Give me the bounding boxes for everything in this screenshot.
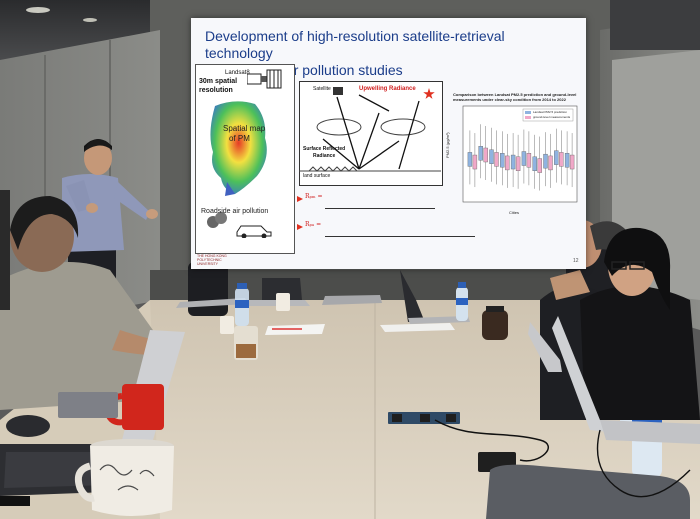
box-mark bbox=[532, 156, 537, 171]
radiance-diagram-drawing bbox=[299, 87, 441, 172]
box-mark bbox=[483, 147, 488, 163]
box-mark bbox=[521, 151, 527, 166]
formula-2: Rₚₐ = bbox=[305, 221, 322, 228]
box-mark bbox=[494, 152, 499, 167]
paper-cup bbox=[276, 293, 290, 311]
slide-title: Development of high-resolution satellite… bbox=[205, 28, 575, 79]
formula-1: Rₚₘ = bbox=[305, 193, 323, 200]
slide-title-line-1: Development of high-resolution satellite… bbox=[205, 28, 505, 61]
box-mark bbox=[554, 150, 559, 165]
res-label-1: 30m spatial bbox=[199, 78, 238, 85]
map-label-2: of PM bbox=[229, 134, 250, 143]
laptop bbox=[322, 295, 382, 305]
water-bottle bbox=[235, 283, 249, 326]
chart-title-2: measurements under clear-sky condition f… bbox=[453, 97, 566, 102]
box-mark bbox=[537, 158, 542, 173]
boxplot-chart bbox=[462, 105, 578, 203]
legend-1: Landsat PM2.5 prediction bbox=[533, 110, 568, 114]
box-mark bbox=[510, 154, 516, 170]
tea-pot bbox=[482, 306, 508, 340]
water-bottle bbox=[456, 282, 468, 321]
projected-slide: Development of high-resolution satellite… bbox=[191, 18, 586, 269]
satellite-label: Satellite bbox=[313, 86, 331, 92]
page-number: 12 bbox=[573, 258, 579, 264]
legend-2: ground-level measurements bbox=[533, 115, 571, 119]
chart-title-1: Comparison between Landsat PM2.5 predict… bbox=[453, 92, 577, 97]
chair bbox=[188, 262, 228, 316]
smoke-icon bbox=[207, 212, 227, 228]
res-label-2: resolution bbox=[199, 87, 233, 94]
laptop bbox=[176, 298, 248, 308]
audience-member bbox=[0, 196, 175, 410]
car-icon bbox=[236, 225, 272, 238]
sun-icon bbox=[423, 88, 435, 99]
map-label-1: Spatial map bbox=[223, 124, 266, 133]
box-mark bbox=[467, 152, 473, 167]
glass-cup bbox=[234, 326, 258, 360]
box-mark bbox=[543, 153, 548, 169]
sat-label: Landsat8 bbox=[225, 70, 250, 76]
land-label: land surface bbox=[303, 173, 331, 179]
surface-label-2: Radiance bbox=[313, 153, 336, 159]
pm-map bbox=[210, 101, 267, 196]
university-logo: THE HONG KONG POLYTECHNIC UNIVERSITY bbox=[197, 254, 227, 266]
box-mark bbox=[515, 156, 521, 171]
ceiling-light bbox=[26, 7, 50, 13]
laptop bbox=[528, 322, 562, 372]
box-mark bbox=[526, 153, 532, 168]
chart-ylabel: PM2.5 (μg/m³) bbox=[445, 132, 450, 158]
box-mark bbox=[500, 153, 505, 168]
surface-label-1: Surface Reflected bbox=[303, 146, 346, 152]
coffee-mug bbox=[74, 439, 174, 516]
formula-arrow-1 bbox=[297, 196, 303, 202]
box-mark bbox=[548, 155, 553, 171]
satellite-icon bbox=[247, 69, 282, 89]
box-mark bbox=[559, 152, 564, 167]
box-mark bbox=[489, 149, 494, 164]
box-mark bbox=[478, 146, 483, 161]
formula-1-body bbox=[325, 190, 435, 209]
roadside-label: Roadside air pollution bbox=[201, 208, 269, 215]
box-mark bbox=[564, 153, 570, 168]
notebook bbox=[58, 392, 118, 418]
paper-sheet bbox=[380, 323, 455, 332]
box-mark bbox=[472, 154, 478, 170]
chart-xlabel: Cities bbox=[509, 210, 520, 215]
bag bbox=[486, 464, 690, 519]
computer-mouse bbox=[6, 415, 50, 437]
laptop bbox=[400, 270, 470, 324]
formula-2-body bbox=[325, 218, 475, 237]
paper-cup bbox=[220, 316, 234, 334]
audience-member bbox=[580, 227, 700, 420]
formula-arrow-2 bbox=[297, 224, 303, 230]
box-mark bbox=[569, 154, 575, 170]
laptop bbox=[552, 316, 700, 444]
box-mark bbox=[505, 155, 510, 171]
upwelling-label: Upwelling Radiance bbox=[359, 86, 416, 92]
ceiling-light bbox=[83, 18, 97, 22]
